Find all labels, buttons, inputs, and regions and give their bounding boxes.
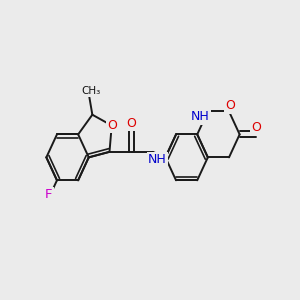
Text: F: F [45, 188, 52, 201]
Text: NH: NH [191, 110, 210, 124]
Text: O: O [107, 119, 117, 132]
Text: O: O [226, 99, 236, 112]
Text: NH: NH [148, 153, 167, 167]
Text: O: O [127, 117, 136, 130]
Text: CH₃: CH₃ [82, 85, 101, 95]
Text: O: O [251, 121, 261, 134]
